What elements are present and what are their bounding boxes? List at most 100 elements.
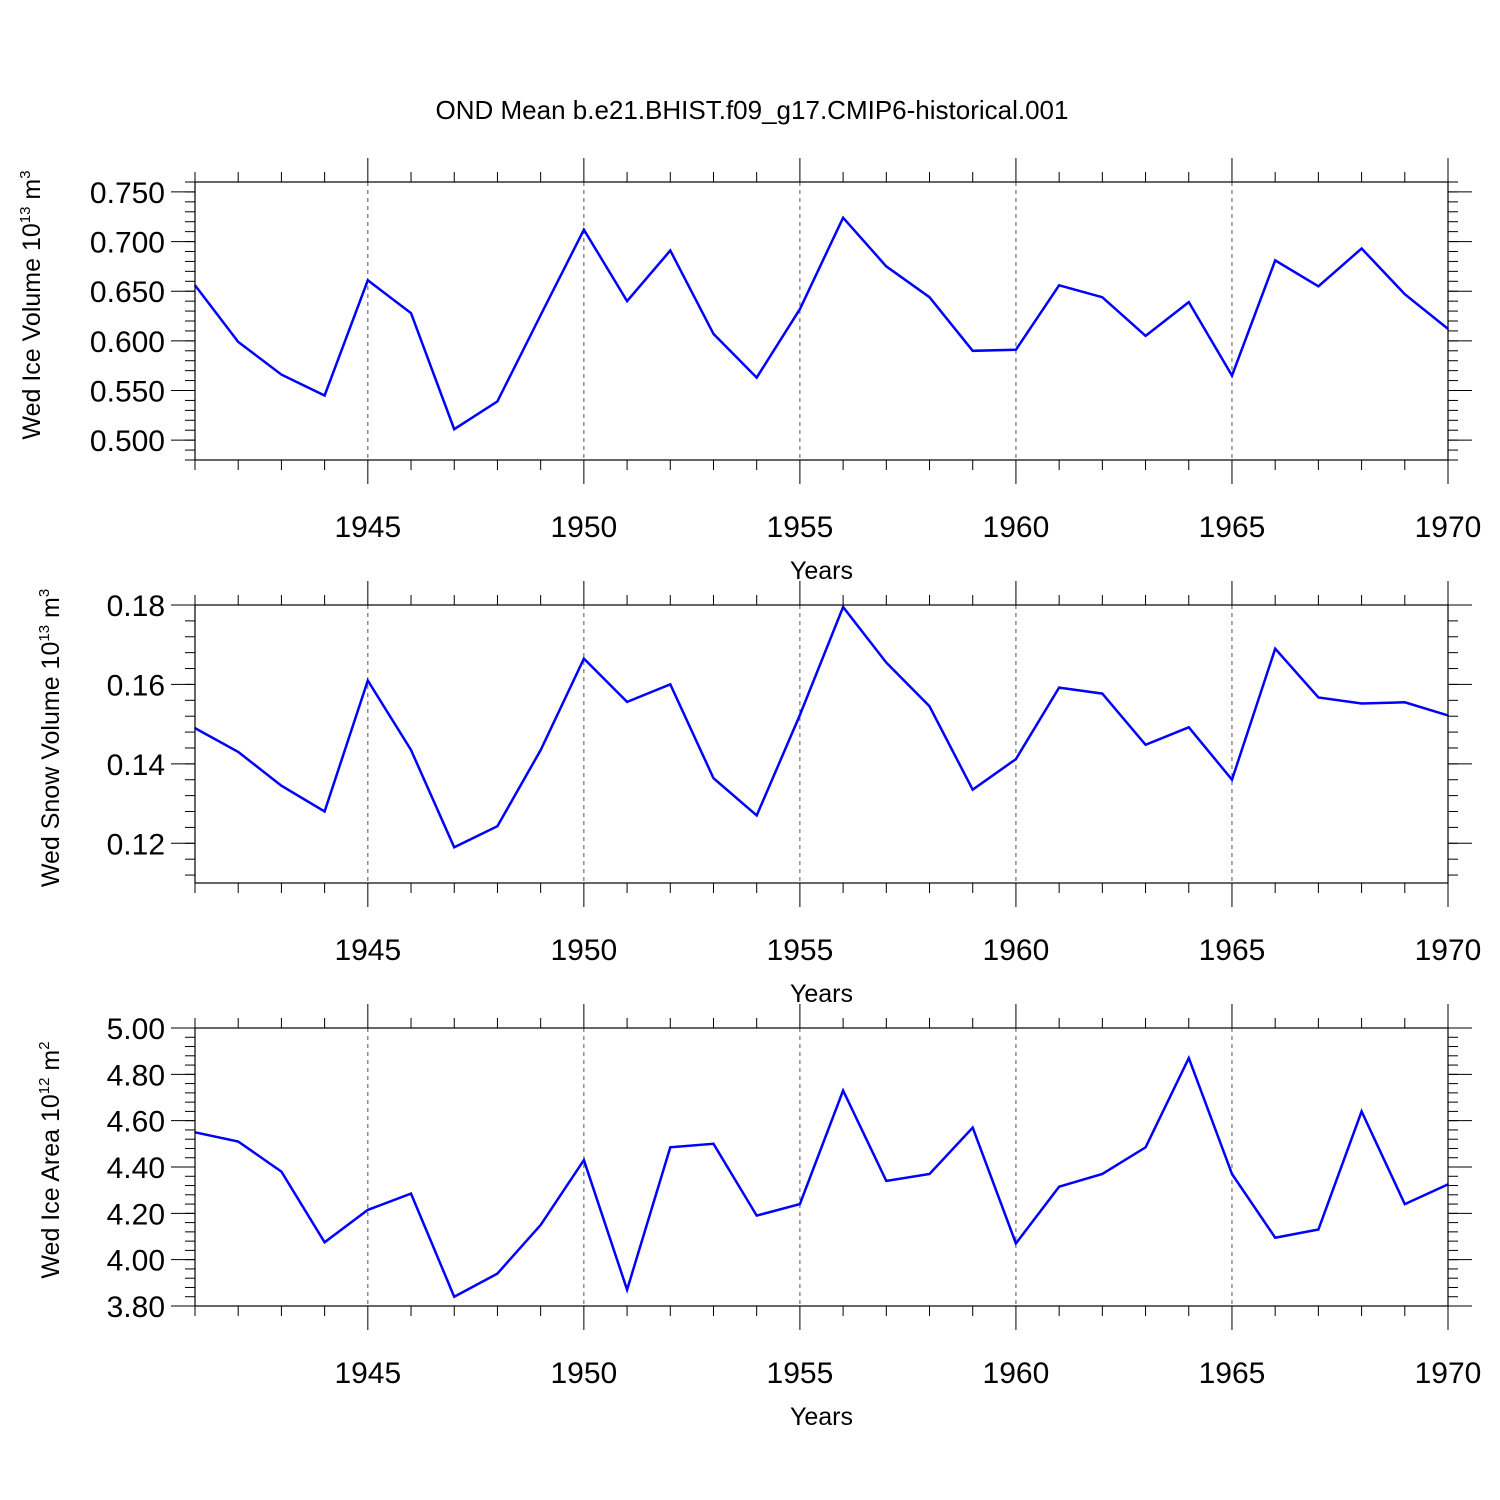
data-point (885, 265, 888, 268)
x-tick-label: 1960 (983, 934, 1050, 967)
y-tick-label: 0.14 (107, 749, 165, 782)
x-tick-label: 1960 (983, 511, 1050, 544)
data-point (496, 400, 499, 403)
data-point (453, 1295, 456, 1298)
data-point (583, 657, 585, 660)
data-point (842, 1089, 844, 1092)
data-point (237, 341, 240, 343)
y-tick-label: 4.40 (107, 1152, 165, 1185)
data-point (712, 1143, 715, 1145)
data-point (280, 1170, 283, 1173)
x-tick-label: 1950 (550, 934, 617, 967)
x-tick-label: 1970 (1415, 1357, 1482, 1390)
data-point (799, 1203, 801, 1205)
data-point (712, 333, 715, 335)
data-point (1360, 1110, 1363, 1113)
data-point (496, 825, 499, 828)
data-point (323, 394, 326, 397)
data-point (799, 308, 801, 310)
y-tick-label: 0.700 (90, 227, 165, 260)
data-point (1144, 743, 1147, 746)
data-point (1231, 374, 1233, 377)
data-point (1015, 1242, 1017, 1245)
data-point (1403, 293, 1406, 295)
data-point (410, 749, 412, 751)
data-point (1317, 696, 1320, 699)
y-axis-title: Wed Ice Volume 1013 m3 (17, 170, 46, 439)
data-point (1101, 296, 1104, 298)
data-point (1187, 301, 1190, 303)
data-point (669, 1146, 672, 1149)
panel-1: 0.500 0.550 0.600 0.650 0.700 0.750 1945 1950 19… (17, 158, 1481, 585)
data-point (842, 216, 844, 219)
y-tick-label: 0.16 (107, 669, 165, 702)
y-tick-label: 0.500 (90, 425, 165, 458)
data-point (1058, 686, 1060, 689)
x-tick-label: 1955 (767, 1357, 834, 1390)
data-point (1231, 1173, 1233, 1175)
chart-title: OND Mean b.e21.BHIST.f09_g17.CMIP6-histo… (436, 95, 1069, 125)
y-tick-label: 4.80 (107, 1059, 165, 1092)
x-tick-label: 1945 (334, 934, 401, 967)
y-tick-label: 0.750 (90, 177, 165, 210)
data-point (928, 705, 931, 708)
data-point (669, 249, 672, 252)
data-point (971, 788, 974, 791)
data-point (539, 749, 542, 751)
y-tick-label: 0.12 (107, 828, 165, 861)
y-axis-title: Wed Snow Volume 1013 m3 (36, 589, 65, 887)
x-axis-title: Years (790, 980, 853, 1008)
series-line (194, 215, 1449, 432)
x-tick-label: 1965 (1199, 934, 1266, 967)
data-point (928, 1173, 931, 1175)
data-point (410, 1192, 412, 1195)
x-tick-label: 1965 (1199, 1357, 1266, 1390)
data-point (842, 606, 844, 608)
x-tick-label: 1945 (334, 1357, 401, 1390)
y-tick-label: 0.600 (90, 326, 165, 359)
data-point (755, 1214, 758, 1217)
data-point (885, 661, 888, 664)
data-point (1144, 335, 1147, 337)
data-point (1403, 1203, 1406, 1205)
series-line (194, 1054, 1449, 1299)
data-point (928, 296, 931, 298)
data-point (237, 1140, 240, 1143)
data-point (1187, 1057, 1190, 1059)
data-point (1187, 726, 1190, 729)
data-point (1058, 284, 1060, 287)
plot-frame (194, 1027, 1449, 1307)
data-point (799, 714, 801, 716)
data-point (367, 1209, 369, 1211)
x-tick-label: 1950 (550, 1357, 617, 1390)
x-tick-label: 1955 (767, 511, 834, 544)
data-point (367, 279, 369, 282)
data-point (1101, 1173, 1104, 1175)
data-point (453, 428, 456, 431)
data-point (323, 810, 326, 813)
data-point (626, 300, 628, 302)
data-point (1403, 701, 1406, 704)
data-point (1231, 778, 1233, 781)
y-tick-label: 4.00 (107, 1245, 165, 1278)
x-tick-label: 1965 (1199, 511, 1266, 544)
data-point (1274, 1236, 1276, 1239)
x-tick-label: 1970 (1415, 511, 1482, 544)
data-point (885, 1180, 888, 1182)
y-tick-label: 5.00 (107, 1013, 165, 1046)
data-point (367, 679, 369, 682)
data-point (1317, 1228, 1320, 1231)
data-point (712, 777, 715, 779)
data-point (323, 1241, 326, 1244)
y-tick-label: 0.550 (90, 376, 165, 409)
data-point (626, 1288, 628, 1291)
plot-frame (194, 181, 1449, 461)
x-axis-title: Years (790, 1403, 853, 1431)
data-point (626, 701, 628, 703)
x-tick-label: 1955 (767, 934, 834, 967)
data-point (280, 784, 283, 787)
data-point (1015, 348, 1017, 351)
data-point (669, 683, 672, 686)
data-point (1101, 692, 1104, 695)
series-line (194, 604, 1449, 849)
